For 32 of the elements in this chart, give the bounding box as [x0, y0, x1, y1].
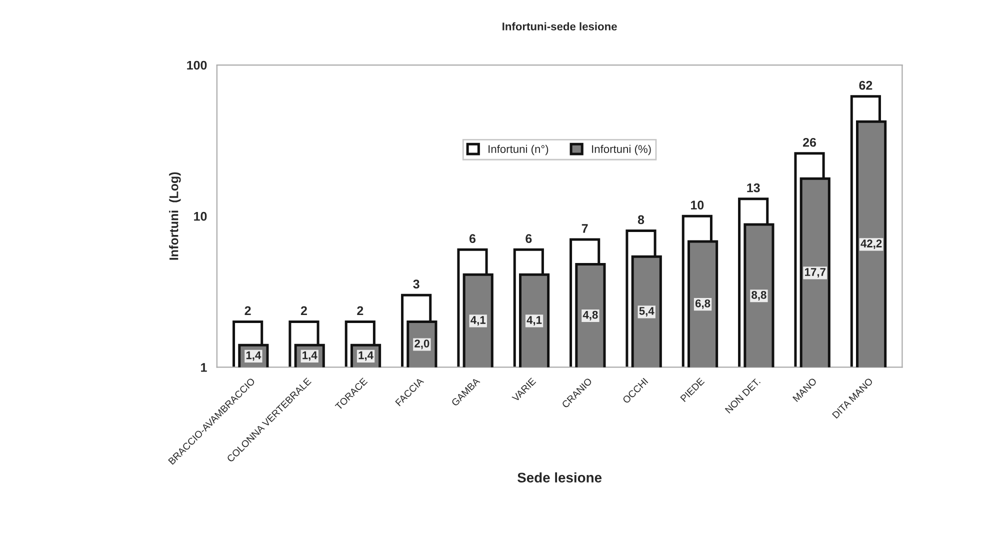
data-label: 6 — [469, 234, 476, 244]
data-label: 2 — [357, 306, 364, 315]
data-label: 42,2 — [860, 240, 882, 250]
data-label: 10 — [691, 200, 704, 210]
data-label: 26 — [802, 138, 816, 147]
data-label: 2 — [244, 306, 251, 315]
data-label: 4,8 — [582, 310, 598, 320]
y-tick-label: 1 — [201, 363, 207, 372]
y-tick-label: 100 — [187, 60, 207, 70]
data-label: 5,4 — [639, 307, 654, 316]
data-label: 62 — [859, 80, 872, 90]
data-label: 8,8 — [752, 290, 766, 300]
data-label: 2,0 — [414, 340, 430, 350]
data-label: 1,4 — [302, 351, 318, 361]
data-label: 13 — [747, 183, 760, 192]
data-label: 3 — [413, 280, 420, 289]
data-label: 7 — [582, 224, 588, 233]
legend-label: Infortuni (%) — [592, 144, 651, 156]
data-label: 1,4 — [246, 351, 262, 361]
chart-title: Infortuni-sede lesione — [502, 22, 617, 30]
data-label: 8 — [638, 215, 644, 224]
data-label: 4,1 — [526, 316, 542, 326]
x-axis-title: Sede lesione — [518, 472, 602, 483]
data-label: 1,4 — [358, 351, 374, 361]
y-axis-title: Infortuni (Log) — [169, 172, 181, 260]
data-label: 2 — [300, 306, 307, 315]
data-label: 17,7 — [805, 268, 826, 278]
legend-label: Infortuni (n°) — [488, 144, 548, 156]
data-label: 4,1 — [470, 316, 486, 326]
data-label: 6 — [526, 234, 532, 244]
data-label: 6,8 — [695, 299, 710, 309]
y-tick-label: 10 — [194, 212, 207, 221]
